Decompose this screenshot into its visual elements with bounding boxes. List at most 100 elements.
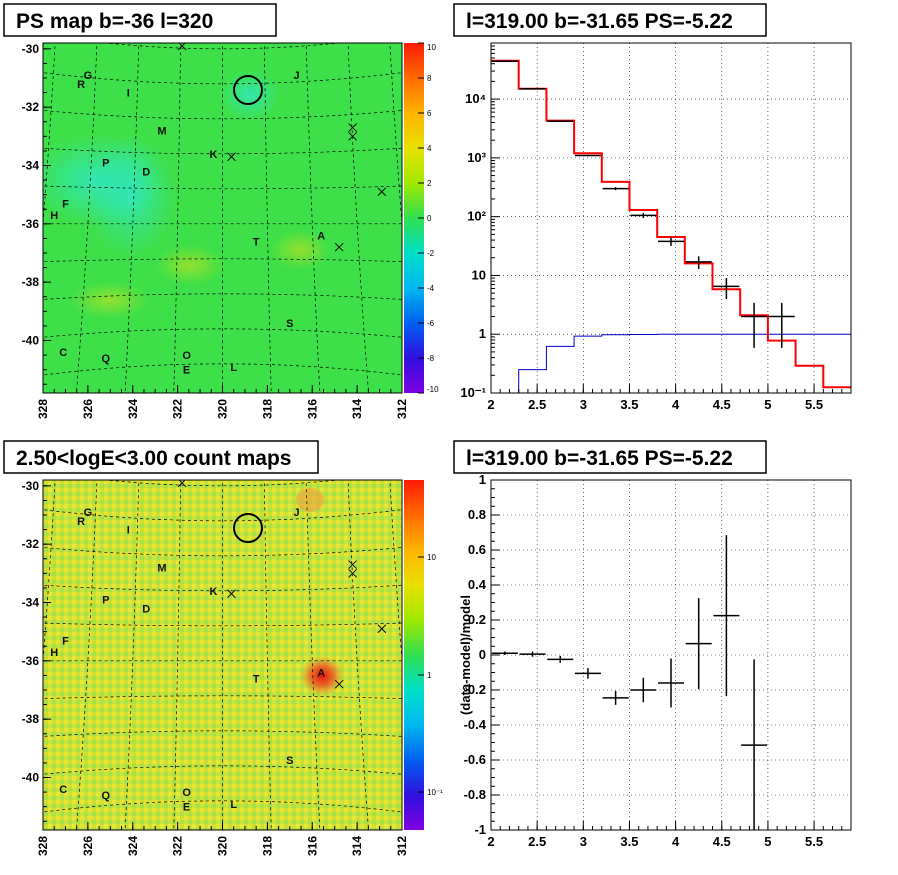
spectrum-title-box: [453, 3, 767, 37]
count-map-title-box: [3, 440, 319, 474]
count-map-title: 2.50<logE<3.00 count maps: [16, 447, 291, 470]
ps-map-x-markers: [177, 43, 387, 252]
total-model-series: [491, 59, 851, 389]
source-label: D: [142, 166, 150, 178]
grid-parallel: [43, 110, 402, 120]
source-label: L: [230, 362, 237, 374]
source-label: S: [286, 755, 293, 767]
source-x-marker: [377, 187, 387, 197]
y-tick-label: -32: [22, 537, 40, 551]
y-tick-label: 0.2: [468, 612, 486, 627]
x-tick-label: 3.5: [620, 834, 638, 849]
grid-meridian: [124, 480, 140, 830]
x-tick-label: 328: [36, 836, 50, 856]
grid-meridian: [389, 43, 402, 229]
source-x-marker: [227, 152, 236, 162]
grid-parallel: [43, 258, 402, 262]
residual-axes: 2 2.5 3 3.5 4 4.5 5 5.5 1 0.8 0.6 0.4 0.2 0 -0.2 -0.4 -0…: [464, 472, 852, 849]
count-map-grid: [43, 480, 402, 830]
grid-meridian: [173, 43, 182, 393]
colorbar-tick-label: 10: [427, 553, 436, 562]
x-tick-label: 322: [171, 399, 185, 419]
grid-parallel: [43, 584, 402, 592]
residual-panel: l=319.00 b=-31.65 PS=-5.22 2 2.5 3 3.5 4 4.5 5…: [453, 440, 852, 849]
y-tick-label: -40: [22, 334, 40, 348]
x-tick-label: 4: [672, 834, 680, 849]
count-map-axes: 328 326 324 322 320 318 316 314 312 -30 -32 -34 -36 -…: [22, 479, 409, 856]
x-tick-label: 312: [395, 399, 409, 419]
source-x-marker: [348, 123, 357, 132]
x-tick-label: 3: [580, 397, 587, 412]
x-tick-label: 318: [260, 836, 274, 856]
y-tick-label: -1: [474, 822, 486, 837]
grid-parallel: [43, 800, 402, 813]
count-colorbar: [404, 480, 424, 830]
grid-meridian: [389, 480, 402, 666]
x-tick-label: 324: [126, 836, 140, 856]
source-x-marker: [348, 560, 357, 569]
x-tick-label: 328: [36, 399, 50, 419]
residual-title: l=319.00 b=-31.65 PS=-5.22: [466, 447, 733, 470]
y-tick-label: -32: [22, 100, 40, 114]
y-tick-label: -30: [22, 479, 40, 493]
residual-title-box: [453, 440, 767, 474]
grid-parallel: [43, 328, 402, 338]
spectrum-axes: 2 2.5 3 3.5 4 4.5 5 5.5 10⁻¹ 1 10 10² 10³ 10⁴: [460, 42, 852, 412]
y-tick-label: -38: [22, 275, 40, 289]
source-label: Q: [102, 353, 111, 365]
ps-map-title-box: [3, 3, 277, 37]
y-tick-label: -34: [22, 159, 40, 173]
source-label: J: [293, 507, 299, 519]
grid-parallel: [43, 363, 402, 376]
y-tick-label: 0: [479, 647, 486, 662]
x-tick-label: 320: [216, 836, 230, 856]
y-tick-label: 1: [479, 326, 486, 341]
y-tick-label: 0.4: [468, 577, 487, 592]
source-x-marker: [334, 679, 344, 689]
spectrum-grid: [490, 43, 851, 394]
y-tick-label: 0.6: [468, 542, 486, 557]
colorbar-tick-label: -4: [427, 284, 435, 293]
x-tick-label: 326: [81, 836, 95, 856]
x-tick-label: 320: [216, 399, 230, 419]
colorbar-tick-label: 2: [427, 179, 432, 188]
y-tick-label: -0.2: [464, 682, 486, 697]
spectrum-frame: [490, 42, 852, 394]
source-x-marker: [334, 242, 344, 252]
y-tick-label: -0.6: [464, 752, 486, 767]
grid-meridian: [76, 43, 98, 393]
x-tick-label: 4: [672, 397, 680, 412]
spectrum-panel: l=319.00 b=-31.65 PS=-5.22 2 2.5 3 3.5 4 4.5 5…: [453, 3, 852, 412]
source-label: C: [59, 347, 67, 359]
ps-colorbar: [404, 43, 424, 393]
colorbar-tick-label: 6: [427, 109, 432, 118]
grid-parallel: [43, 695, 402, 699]
x-tick-label: 316: [305, 836, 319, 856]
count-colorbar-ticks: 10 1 10⁻¹: [418, 553, 443, 797]
source-label: F: [62, 635, 69, 647]
x-tick-label: 5.5: [805, 834, 823, 849]
colorbar-tick-label: -2: [427, 249, 435, 258]
grid-meridian: [347, 480, 369, 830]
source-label: O: [182, 350, 191, 362]
grid-parallel: [43, 730, 402, 737]
grid-meridian: [124, 43, 140, 393]
x-tick-label: 2: [487, 834, 494, 849]
source-label: G: [84, 70, 93, 82]
source-label: K: [210, 586, 218, 598]
source-label: N: [35, 819, 43, 831]
x-tick-label: 2.5: [528, 397, 546, 412]
source-label: I: [127, 525, 130, 537]
ps-map-title: PS map b=-36 l=320: [16, 10, 213, 33]
grid-parallel: [43, 622, 402, 627]
y-tick-label: 10: [472, 267, 486, 282]
x-tick-label: 312: [395, 836, 409, 856]
x-tick-label: 5: [764, 834, 771, 849]
y-tick-label: -0.8: [464, 787, 486, 802]
x-tick-label: 5.5: [805, 397, 823, 412]
grid-meridian: [305, 480, 321, 830]
grid-parallel: [43, 509, 402, 522]
x-tick-label: 314: [350, 836, 364, 856]
